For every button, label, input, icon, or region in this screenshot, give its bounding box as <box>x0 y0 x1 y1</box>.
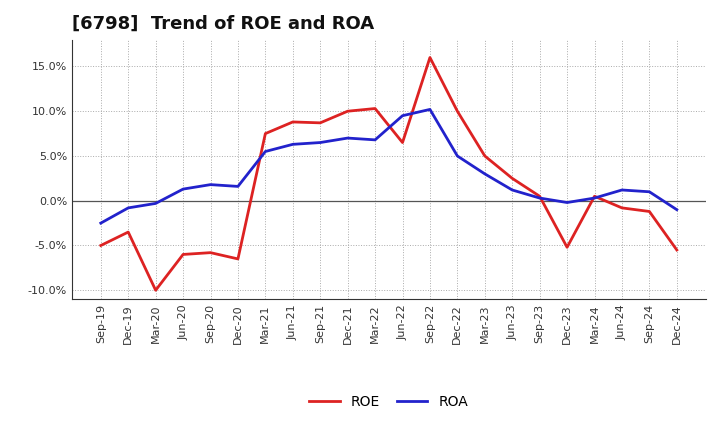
ROE <box>563 245 572 250</box>
ROA <box>453 153 462 158</box>
ROA <box>426 107 434 112</box>
ROE <box>618 205 626 210</box>
ROE <box>645 209 654 214</box>
ROA <box>672 207 681 213</box>
ROA <box>563 200 572 205</box>
ROE <box>426 55 434 60</box>
ROA <box>233 184 242 189</box>
Text: [6798]  Trend of ROE and ROA: [6798] Trend of ROE and ROA <box>72 15 374 33</box>
ROE <box>371 106 379 111</box>
Legend: ROE, ROA: ROE, ROA <box>304 389 474 414</box>
ROA <box>206 182 215 187</box>
ROA <box>371 137 379 143</box>
ROE <box>179 252 187 257</box>
ROE <box>96 243 105 248</box>
ROA <box>536 195 544 201</box>
Line: ROA: ROA <box>101 110 677 223</box>
ROA <box>398 113 407 118</box>
ROA <box>590 195 599 201</box>
ROE <box>536 194 544 199</box>
ROE <box>124 229 132 235</box>
ROE <box>343 109 352 114</box>
ROE <box>508 176 516 181</box>
ROA <box>343 136 352 141</box>
ROA <box>179 187 187 192</box>
ROA <box>124 205 132 210</box>
ROE <box>261 131 270 136</box>
ROE <box>590 194 599 199</box>
ROA <box>316 140 325 145</box>
ROA <box>261 149 270 154</box>
ROE <box>151 288 160 293</box>
Line: ROE: ROE <box>101 58 677 290</box>
ROE <box>453 109 462 114</box>
ROA <box>151 201 160 206</box>
ROA <box>480 171 489 176</box>
ROE <box>398 140 407 145</box>
ROE <box>233 256 242 261</box>
ROE <box>206 250 215 255</box>
ROA <box>618 187 626 193</box>
ROE <box>289 119 297 125</box>
ROA <box>508 187 516 193</box>
ROA <box>96 220 105 226</box>
ROA <box>645 189 654 194</box>
ROA <box>289 142 297 147</box>
ROE <box>480 153 489 158</box>
ROE <box>316 120 325 125</box>
ROE <box>672 247 681 253</box>
